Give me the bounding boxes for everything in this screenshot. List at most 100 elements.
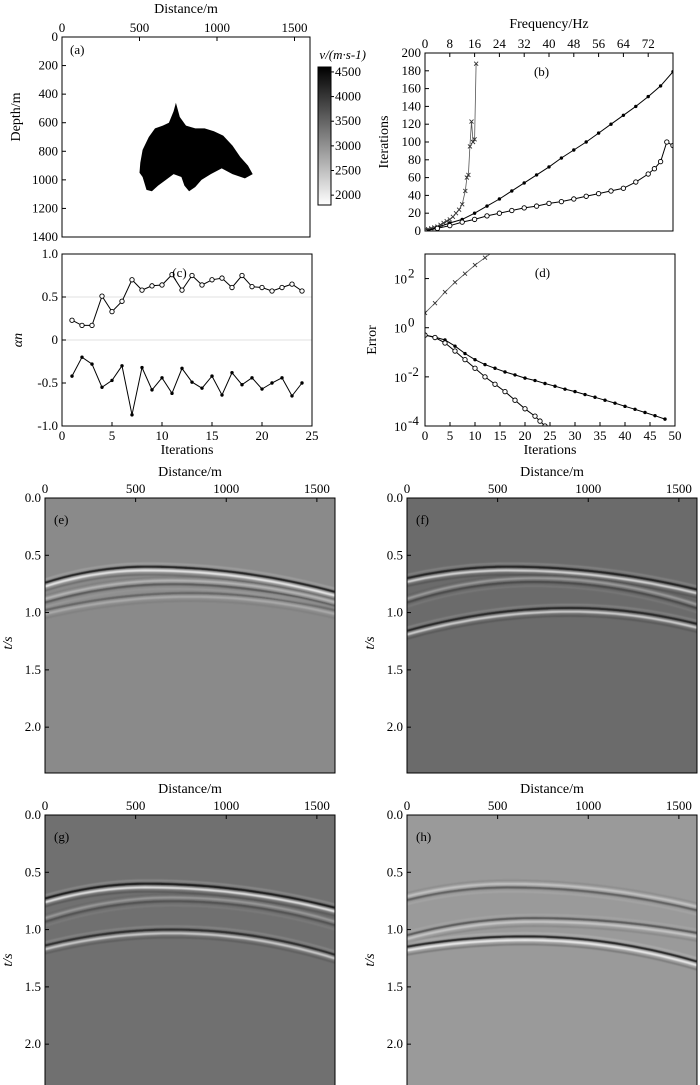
event-ripple	[407, 603, 697, 629]
y-axis-label: αn	[11, 333, 26, 347]
y-tick-label: 1000	[32, 172, 58, 187]
y-tick-label: 1.5	[387, 662, 403, 677]
colorbar-tick-label: 4000	[335, 89, 361, 104]
y-tick-label: 100	[402, 134, 422, 149]
y-tick-exponent: -4	[408, 413, 419, 428]
data-point-x	[442, 289, 448, 295]
data-point-x	[473, 61, 479, 66]
data-point-circle	[159, 282, 165, 288]
event-tail	[45, 936, 335, 964]
x-tick-label: 0	[42, 798, 49, 813]
x-tick-label: 15	[494, 428, 507, 443]
colorbar-tick-label: 2500	[335, 163, 361, 178]
panel-label-g: (g)	[54, 829, 69, 844]
event-peak	[407, 610, 697, 636]
data-point-dot	[658, 84, 663, 88]
events-group-e	[45, 562, 335, 619]
x-tick-label: 500	[488, 481, 508, 496]
event-trough	[45, 579, 335, 604]
data-point-dot	[503, 370, 507, 374]
data-point-dot	[260, 387, 264, 391]
data-point-circle	[620, 185, 627, 191]
event-peak	[45, 583, 335, 607]
panel-label-h: (h)	[416, 829, 431, 844]
data-point-dot	[170, 391, 174, 396]
data-point-x	[482, 255, 488, 261]
event-tail	[45, 600, 335, 619]
events-group-f	[407, 562, 697, 640]
x-tick-label: 1500	[666, 481, 692, 496]
event-peak	[407, 920, 697, 941]
event-tail	[407, 925, 697, 944]
data-point-dot	[120, 364, 124, 368]
data-point-dot	[200, 386, 204, 390]
x-tick-label: 5	[447, 428, 454, 443]
y-tick-label: 1.0	[387, 922, 403, 937]
event-trough	[407, 882, 697, 908]
panel-e-frame	[44, 497, 336, 774]
event-peak	[407, 938, 697, 967]
x-tick-label: 1500	[282, 20, 308, 35]
data-point-dot	[70, 374, 74, 378]
data-point-circle	[432, 334, 438, 341]
y-axis-label: Depth/m	[9, 92, 24, 141]
panel-label-a: (a)	[70, 42, 84, 57]
data-point-circle	[79, 322, 85, 329]
data-point-x	[462, 188, 468, 194]
x-tick-label: 56	[592, 36, 606, 51]
event-ripple	[407, 574, 697, 602]
y-tick-label: 10	[394, 272, 407, 287]
data-point-x	[470, 139, 476, 145]
x-tick-label: 30	[569, 428, 582, 443]
y-tick-label: 140	[402, 98, 422, 113]
data-point-circle	[537, 418, 543, 424]
panel-label-e: (e)	[54, 512, 68, 527]
data-point-dot	[160, 376, 164, 380]
data-point-x	[469, 119, 474, 124]
data-point-dot	[220, 393, 224, 397]
data-point-circle	[462, 357, 468, 363]
y-tick-label: 0.5	[387, 864, 403, 879]
data-point-dot	[573, 389, 577, 394]
data-point-dot	[483, 362, 487, 367]
data-point-x	[425, 310, 428, 316]
event-trough	[407, 606, 697, 632]
data-point-dot	[563, 387, 567, 391]
data-point-circle	[608, 188, 614, 194]
x-tick-label: 0	[42, 481, 49, 496]
data-point-circle	[259, 284, 265, 291]
data-point-dot	[553, 384, 557, 388]
data-point-circle	[434, 225, 441, 231]
x-axis-label: Distance/m	[520, 465, 584, 480]
series-group-c	[69, 271, 305, 417]
event-trough	[45, 882, 335, 909]
data-point-circle	[533, 203, 540, 209]
data-point-dot	[596, 131, 601, 135]
data-point-circle	[239, 272, 245, 279]
data-point-circle	[657, 158, 664, 165]
data-point-dot	[453, 344, 457, 348]
x-tick-label: 1000	[575, 798, 601, 813]
data-point-x	[472, 137, 477, 142]
y-tick-label: 2.0	[25, 719, 41, 734]
x-tick-label: 0	[422, 428, 429, 443]
series-group-d	[425, 254, 667, 426]
event-trough	[407, 565, 697, 591]
data-point-dot	[180, 366, 184, 371]
data-point-dot	[646, 94, 650, 99]
x-tick-label: 500	[130, 20, 150, 35]
event-trough	[45, 896, 335, 923]
data-point-circle	[484, 213, 490, 219]
y-tick-label: 80	[408, 152, 421, 167]
data-point-circle	[595, 190, 602, 197]
series-line-x-marker	[425, 254, 491, 314]
y-tick-label: 180	[402, 63, 422, 78]
event-ripple	[407, 914, 697, 933]
data-point-circle	[425, 228, 428, 231]
y-tick-label: 400	[39, 86, 59, 101]
data-point-circle	[651, 166, 658, 172]
colorbar-label: v/(m·s-1)	[319, 47, 366, 62]
data-point-dot	[543, 381, 547, 386]
data-point-circle	[199, 282, 205, 288]
y-tick-label: 0	[52, 332, 59, 347]
